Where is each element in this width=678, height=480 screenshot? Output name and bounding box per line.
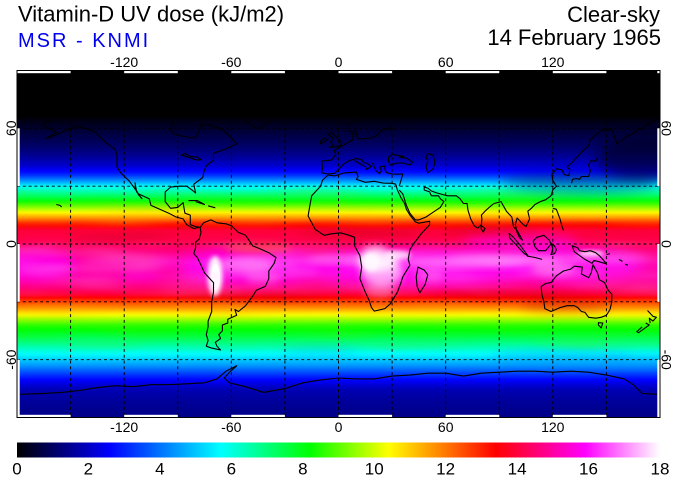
svg-text:0: 0 bbox=[335, 54, 343, 70]
svg-text:0: 0 bbox=[335, 419, 343, 435]
svg-text:60: 60 bbox=[438, 54, 454, 70]
svg-text:14: 14 bbox=[508, 460, 527, 479]
svg-text:60: 60 bbox=[658, 121, 674, 137]
svg-text:-60: -60 bbox=[221, 54, 241, 70]
svg-text:Vitamin-D UV dose (kJ/m2): Vitamin-D UV dose (kJ/m2) bbox=[18, 2, 284, 27]
svg-text:-120: -120 bbox=[110, 54, 138, 70]
svg-text:-60: -60 bbox=[3, 349, 19, 369]
svg-text:Clear-sky: Clear-sky bbox=[567, 2, 660, 27]
svg-text:6: 6 bbox=[227, 460, 236, 479]
svg-text:2: 2 bbox=[84, 460, 93, 479]
svg-text:0: 0 bbox=[12, 460, 21, 479]
svg-text:120: 120 bbox=[541, 419, 565, 435]
svg-text:14 February 1965: 14 February 1965 bbox=[487, 25, 661, 50]
svg-text:18: 18 bbox=[651, 460, 670, 479]
svg-text:4: 4 bbox=[155, 460, 164, 479]
svg-text:-60: -60 bbox=[658, 350, 674, 370]
svg-text:0: 0 bbox=[658, 240, 674, 248]
svg-text:10: 10 bbox=[365, 460, 384, 479]
svg-text:60: 60 bbox=[438, 419, 454, 435]
svg-text:MSR - KNMI: MSR - KNMI bbox=[18, 30, 150, 52]
svg-text:16: 16 bbox=[579, 460, 598, 479]
svg-text:-60: -60 bbox=[221, 419, 241, 435]
svg-text:120: 120 bbox=[541, 54, 565, 70]
svg-text:12: 12 bbox=[436, 460, 455, 479]
svg-text:8: 8 bbox=[298, 460, 307, 479]
svg-text:0: 0 bbox=[3, 240, 19, 248]
svg-text:60: 60 bbox=[3, 120, 19, 136]
svg-text:-120: -120 bbox=[110, 419, 138, 435]
